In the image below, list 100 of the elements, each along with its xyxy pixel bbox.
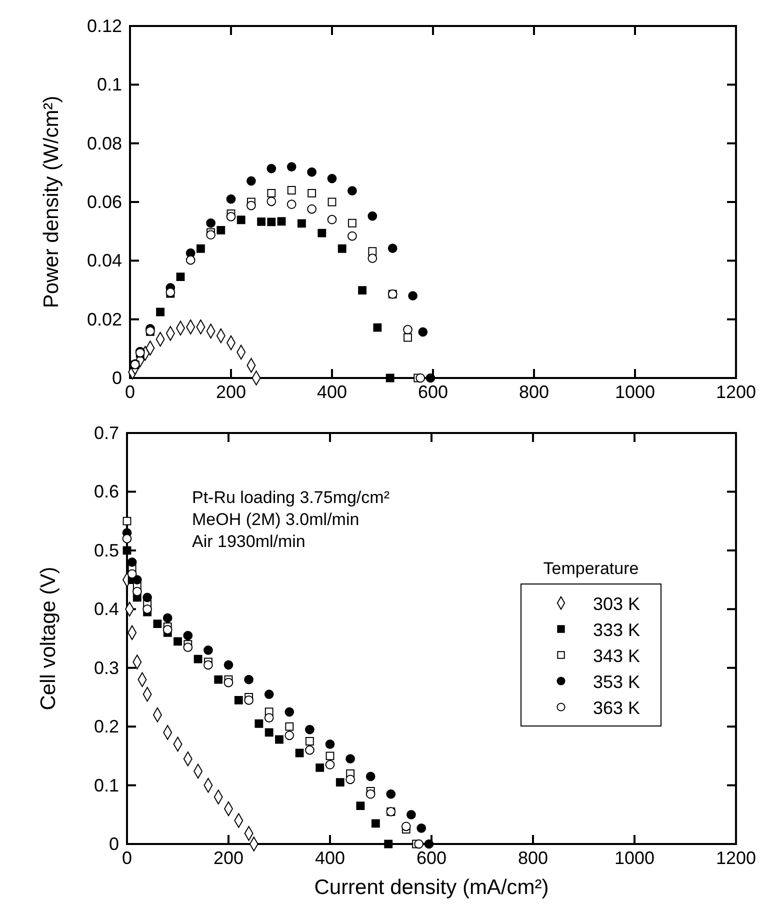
point xyxy=(307,204,316,214)
point xyxy=(284,707,294,717)
y-tick-label: 0.6 xyxy=(94,482,119,502)
x-tick-label: 800 xyxy=(518,848,548,868)
x-tick-label: 1200 xyxy=(716,382,756,402)
y-tick-label: 0.1 xyxy=(94,775,119,796)
point xyxy=(408,291,418,301)
point xyxy=(246,200,256,210)
point xyxy=(156,308,165,316)
y-tick-label: 0.2 xyxy=(94,716,119,737)
point xyxy=(267,218,276,226)
point xyxy=(176,272,185,282)
point xyxy=(426,373,436,383)
point xyxy=(366,772,376,782)
point xyxy=(162,613,172,623)
annotation: Air 1930ml/min xyxy=(192,532,306,551)
point xyxy=(206,218,216,228)
point xyxy=(226,212,236,222)
point xyxy=(286,200,296,210)
x-tick-label: 1200 xyxy=(716,848,756,868)
point xyxy=(348,231,357,241)
x-tick-label: 600 xyxy=(416,848,447,868)
point xyxy=(325,740,335,749)
point xyxy=(264,713,274,722)
point xyxy=(414,839,424,849)
point xyxy=(325,760,335,770)
point xyxy=(326,752,334,760)
y-tick-label: 0.04 xyxy=(86,250,122,271)
point xyxy=(307,167,316,177)
point xyxy=(186,255,196,265)
y-tick-label: 0 xyxy=(112,368,122,388)
point xyxy=(153,620,162,628)
point xyxy=(297,219,306,228)
point xyxy=(224,660,234,670)
point xyxy=(356,802,365,810)
x-tick-label: 200 xyxy=(213,848,244,868)
point xyxy=(244,674,254,684)
point xyxy=(371,819,380,828)
legend-label: 343 K xyxy=(593,646,640,666)
legend-label: 333 K xyxy=(593,620,640,640)
x-tick-label: 600 xyxy=(418,382,448,402)
point xyxy=(348,186,357,196)
point xyxy=(295,748,304,758)
point xyxy=(328,198,336,206)
point xyxy=(206,230,216,240)
point xyxy=(204,646,213,655)
point xyxy=(244,695,254,705)
point xyxy=(246,176,256,186)
point xyxy=(127,557,137,567)
y-tick-label: 0.08 xyxy=(86,133,122,154)
point xyxy=(127,569,137,579)
annotation: Pt-Ru loading 3.75mg/cm² xyxy=(192,488,390,507)
point xyxy=(284,730,294,740)
y-tick-label: 0 xyxy=(108,834,119,854)
y-tick-label: 0.02 xyxy=(86,309,122,330)
point xyxy=(418,327,428,337)
point xyxy=(327,214,337,224)
point xyxy=(183,630,193,640)
x-tick-label: 1000 xyxy=(614,848,655,868)
point xyxy=(404,333,412,342)
point xyxy=(366,789,376,799)
point xyxy=(358,286,367,294)
x-tick-label: 800 xyxy=(518,382,550,402)
point xyxy=(264,690,274,699)
point xyxy=(318,228,326,238)
y-tick-label: 0.7 xyxy=(94,423,119,443)
point xyxy=(122,546,132,555)
point xyxy=(162,625,172,634)
point xyxy=(384,840,393,848)
x-tick-label: 400 xyxy=(314,848,346,868)
y-tick-label: 0.12 xyxy=(86,16,122,36)
point xyxy=(388,244,398,254)
point xyxy=(287,186,296,194)
point xyxy=(226,194,236,204)
legend-label: 303 K xyxy=(593,594,640,614)
y-tick-label: 0.3 xyxy=(94,658,119,678)
point xyxy=(216,226,226,234)
point xyxy=(132,575,142,584)
point xyxy=(336,778,344,787)
point xyxy=(373,323,382,332)
point xyxy=(348,218,356,228)
point xyxy=(386,789,396,799)
point xyxy=(416,373,426,383)
point xyxy=(264,728,274,737)
point xyxy=(277,217,286,226)
point xyxy=(204,660,213,670)
point xyxy=(275,735,284,744)
x-axis-title: Current density (mA/cm²) xyxy=(314,876,549,899)
point xyxy=(267,188,276,198)
x-tick-label: 0 xyxy=(124,382,136,402)
x-tick-label: 400 xyxy=(316,382,348,402)
point xyxy=(403,324,412,334)
point xyxy=(368,254,378,263)
point xyxy=(338,244,346,253)
point xyxy=(257,217,266,226)
point xyxy=(266,164,276,174)
point xyxy=(316,763,324,772)
point xyxy=(386,374,394,382)
point xyxy=(346,754,355,764)
point xyxy=(305,745,314,755)
